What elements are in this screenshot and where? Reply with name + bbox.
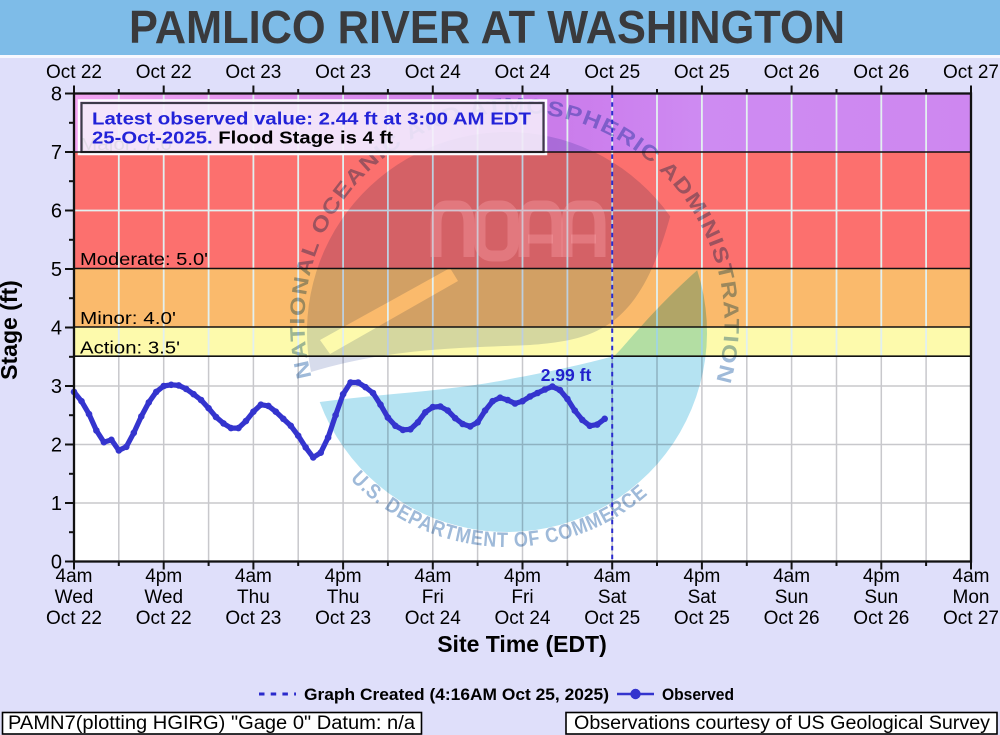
svg-text:Thu: Thu	[237, 587, 270, 608]
svg-text:4pm: 4pm	[683, 566, 720, 587]
svg-text:Wed: Wed	[55, 587, 94, 608]
svg-text:Oct 24: Oct 24	[405, 62, 461, 83]
svg-text:Sun: Sun	[864, 587, 898, 608]
svg-text:4am: 4am	[953, 566, 990, 587]
svg-text:6: 6	[51, 201, 62, 223]
svg-text:Oct 23: Oct 23	[315, 62, 371, 83]
svg-text:Oct 26: Oct 26	[764, 608, 820, 629]
svg-text:Site Time (EDT): Site Time (EDT)	[437, 631, 607, 657]
svg-text:PAMN7(plotting HGIRG) "Gage 0": PAMN7(plotting HGIRG) "Gage 0" Datum: n/…	[8, 713, 415, 734]
svg-text:Mon: Mon	[953, 587, 990, 608]
svg-text:Oct 23: Oct 23	[225, 62, 281, 83]
svg-text:Oct 22: Oct 22	[136, 608, 192, 629]
svg-text:2: 2	[51, 435, 62, 457]
svg-text:Oct 27: Oct 27	[943, 608, 999, 629]
svg-text:5: 5	[51, 259, 62, 281]
svg-text:Oct 22: Oct 22	[46, 608, 102, 629]
svg-text:4pm: 4pm	[145, 566, 182, 587]
svg-text:Oct 22: Oct 22	[46, 62, 102, 83]
svg-text:Oct 25: Oct 25	[584, 62, 640, 83]
svg-text:Sat: Sat	[688, 587, 717, 608]
svg-text:Action: 3.5': Action: 3.5'	[80, 338, 180, 358]
svg-text:0: 0	[51, 552, 62, 574]
svg-text:4am: 4am	[235, 566, 272, 587]
svg-text:Oct 23: Oct 23	[315, 608, 371, 629]
svg-text:Oct 25: Oct 25	[674, 608, 730, 629]
svg-text:Fri: Fri	[511, 587, 533, 608]
svg-text:Sun: Sun	[775, 587, 809, 608]
svg-text:Moderate: 5.0': Moderate: 5.0'	[80, 249, 208, 269]
svg-text:Observed: Observed	[662, 685, 734, 704]
svg-text:7: 7	[51, 142, 62, 164]
svg-text:1: 1	[51, 493, 62, 515]
svg-text:4am: 4am	[414, 566, 451, 587]
svg-text:4: 4	[51, 318, 62, 340]
svg-text:Oct 25: Oct 25	[674, 62, 730, 83]
svg-text:2.99 ft: 2.99 ft	[541, 365, 592, 385]
svg-text:Minor: 4.0': Minor: 4.0'	[80, 308, 176, 328]
svg-text:4am: 4am	[773, 566, 810, 587]
svg-text:Fri: Fri	[422, 587, 444, 608]
svg-text:4am: 4am	[56, 566, 93, 587]
svg-text:25-Oct-2025. Flood Stage is 4: 25-Oct-2025. Flood Stage is 4 ft	[92, 128, 393, 148]
svg-text:4pm: 4pm	[504, 566, 541, 587]
svg-text:Oct 26: Oct 26	[853, 608, 909, 629]
svg-text:Oct 24: Oct 24	[495, 62, 551, 83]
svg-text:3: 3	[51, 376, 62, 398]
svg-text:Oct 22: Oct 22	[136, 62, 192, 83]
svg-text:Oct 24: Oct 24	[405, 608, 461, 629]
svg-text:PAMLICO RIVER AT WASHINGTON: PAMLICO RIVER AT WASHINGTON	[129, 1, 845, 53]
svg-text:4pm: 4pm	[863, 566, 900, 587]
svg-text:4pm: 4pm	[325, 566, 362, 587]
svg-text:Oct 23: Oct 23	[225, 608, 281, 629]
svg-text:8: 8	[51, 84, 62, 106]
svg-text:4am: 4am	[594, 566, 631, 587]
svg-text:Wed: Wed	[144, 587, 183, 608]
svg-text:Thu: Thu	[327, 587, 360, 608]
svg-text:Latest observed value: 2.44 ft: Latest observed value: 2.44 ft at 3:00 A…	[92, 109, 531, 129]
svg-text:Graph Created (4:16AM Oct 25,: Graph Created (4:16AM Oct 25, 2025)	[304, 685, 609, 704]
svg-text:Stage (ft): Stage (ft)	[0, 280, 22, 380]
svg-text:Oct 24: Oct 24	[495, 608, 551, 629]
svg-text:Oct 26: Oct 26	[853, 62, 909, 83]
svg-text:Oct 26: Oct 26	[764, 62, 820, 83]
svg-text:Observations courtesy of US Ge: Observations courtesy of US Geological S…	[574, 713, 991, 734]
svg-text:Oct 27: Oct 27	[943, 62, 999, 83]
svg-text:Sat: Sat	[598, 587, 627, 608]
svg-text:Oct 25: Oct 25	[584, 608, 640, 629]
